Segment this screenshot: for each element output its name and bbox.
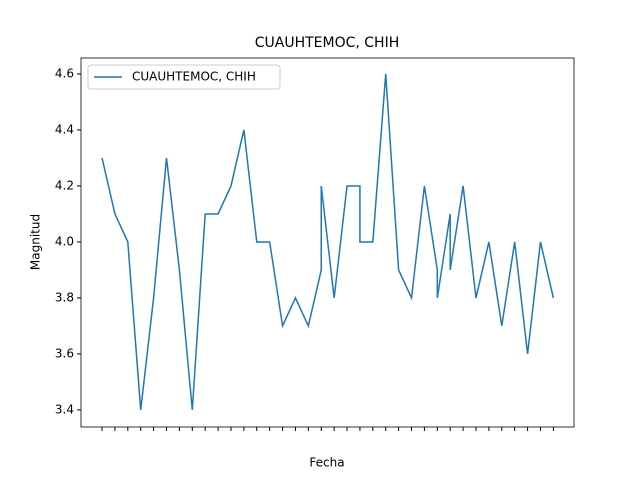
legend-box <box>87 64 281 90</box>
y-axis-label: Magnitud <box>29 214 43 270</box>
line-series <box>101 73 555 411</box>
y-tick-label: 4.2 <box>55 178 74 192</box>
y-tick-label: 3.4 <box>55 402 74 416</box>
y-tick-label: 4.6 <box>55 66 74 80</box>
legend-label: CUAUHTEMOC, CHIH <box>132 70 256 84</box>
y-tick-label: 3.6 <box>55 346 74 360</box>
plot-frame <box>80 57 575 428</box>
y-tick-label: 3.8 <box>55 290 74 304</box>
y-tick-label: 4.4 <box>55 122 74 136</box>
chart-title: CUAUHTEMOC, CHIH <box>255 35 400 51</box>
x-axis-label: Fecha <box>309 456 344 470</box>
y-tick-label: 4.0 <box>55 234 74 248</box>
